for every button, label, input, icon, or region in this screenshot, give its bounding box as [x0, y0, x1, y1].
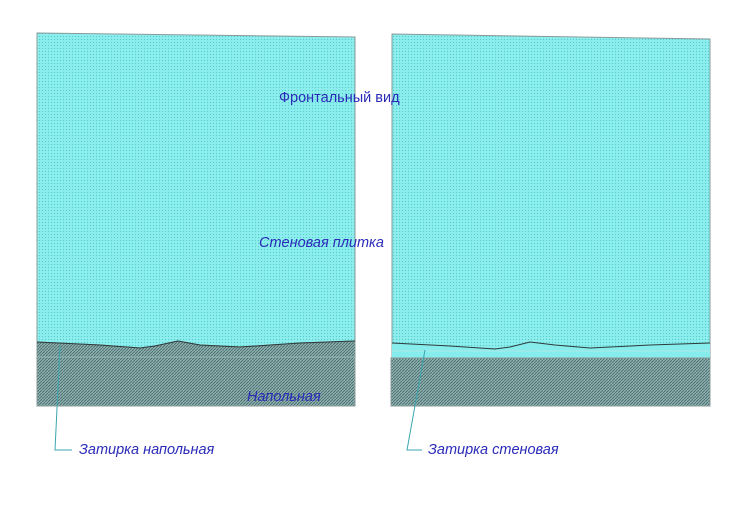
left-panel: [36, 32, 356, 407]
leader-grout-wall: [406, 349, 426, 451]
right-panel: [390, 33, 711, 407]
label-grout-floor: Затирка напольная: [79, 442, 215, 458]
right-seam-line: [391, 341, 711, 350]
left-seam-line: [36, 340, 356, 349]
label-grout-wall: Затирка стеновая: [428, 442, 559, 458]
label-wall-tile: Стеновая плитка: [259, 235, 384, 251]
right-wall-tile: [391, 33, 711, 359]
right-floor-tile: [390, 357, 711, 407]
left-wall-tile: [36, 32, 356, 349]
leader-grout-floor: [54, 345, 72, 451]
label-floor: Напольная: [247, 389, 321, 405]
label-front-view: Фронтальный вид: [279, 90, 400, 106]
